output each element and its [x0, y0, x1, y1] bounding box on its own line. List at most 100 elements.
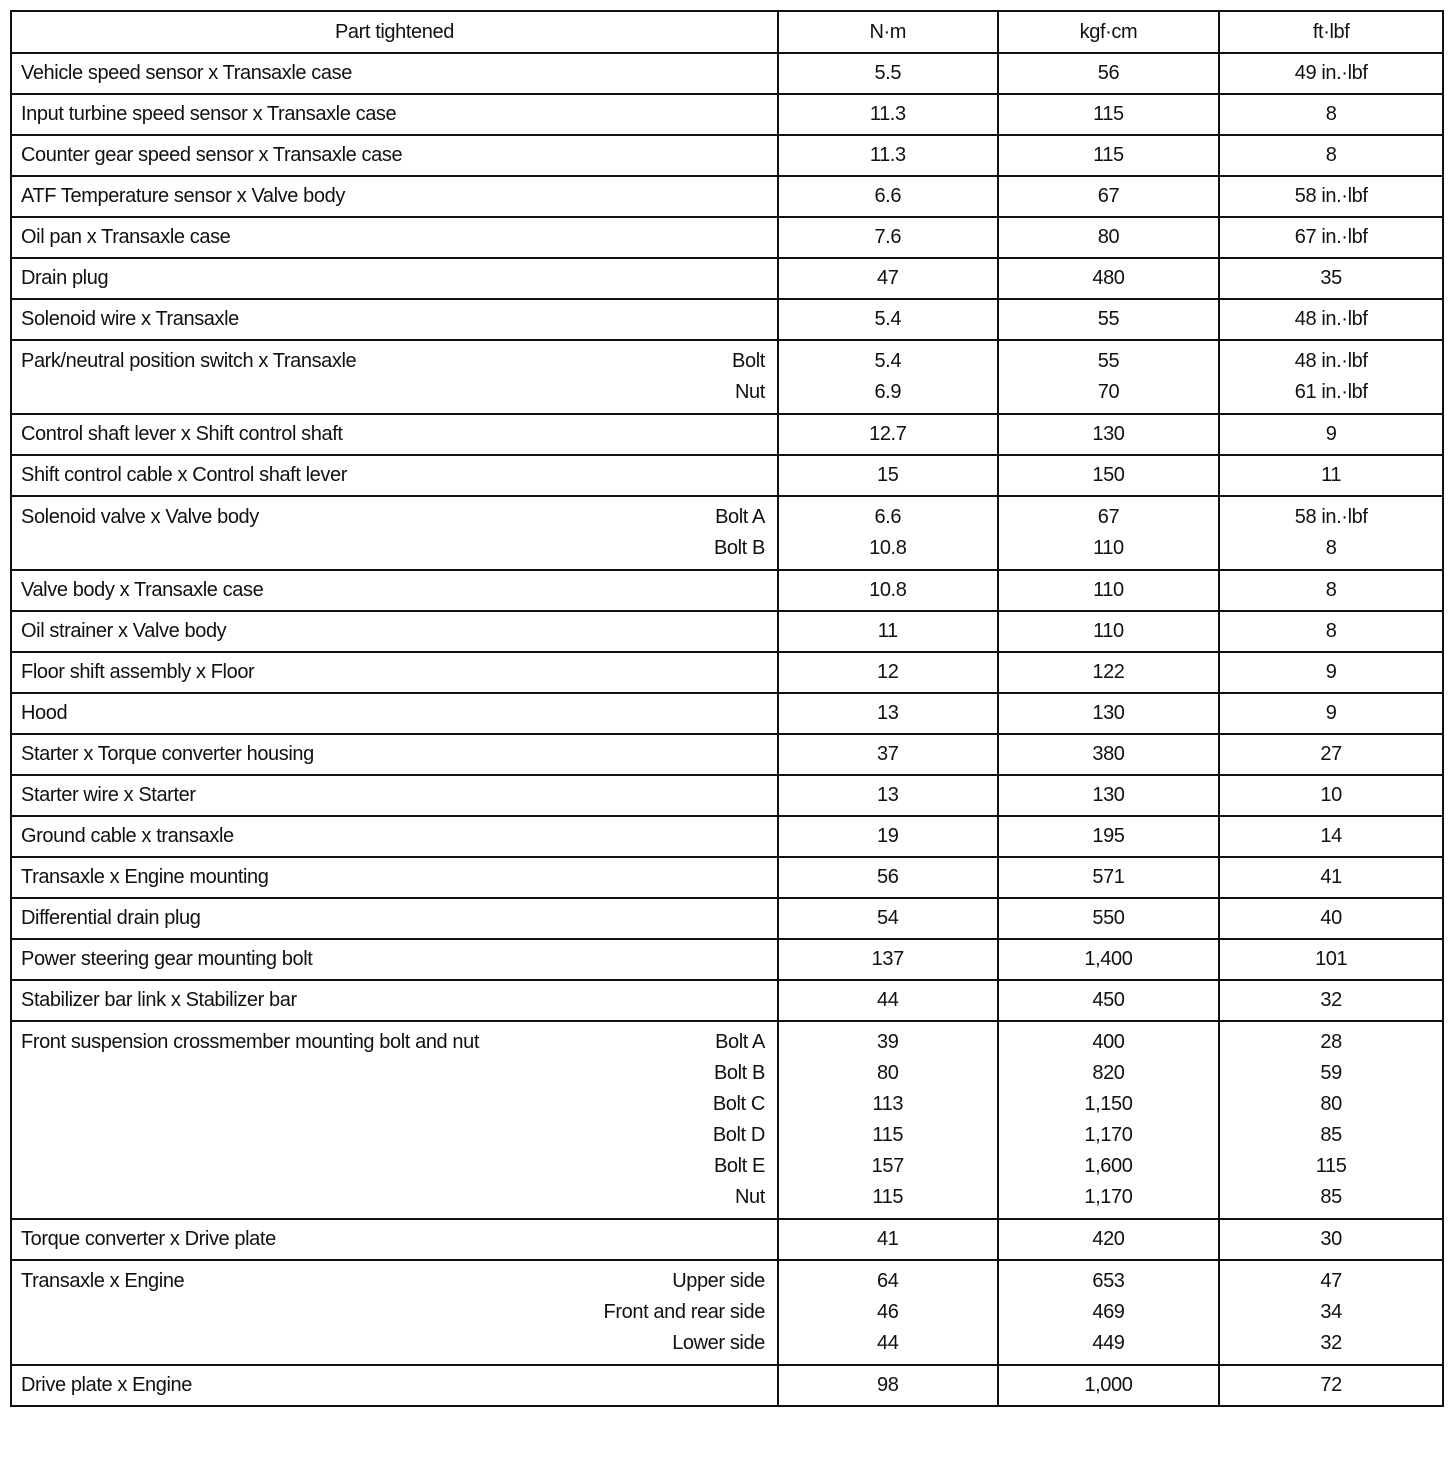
part-cell: Power steering gear mounting bolt	[10, 938, 779, 981]
table-row: Floor shift assembly x Floor 12 122 9	[10, 651, 1444, 694]
nm-cell: 6.6 10.8	[776, 495, 999, 571]
table-row: Hood 13 130 9	[10, 692, 1444, 735]
table-row: Starter x Torque converter housing 37 380 2…	[10, 733, 1444, 776]
nm-value: 7.6	[874, 226, 902, 248]
part-name: Starter x Torque converter housing	[21, 743, 314, 765]
kgf-cell: 195	[996, 815, 1221, 858]
nm-value: 44	[877, 989, 899, 1011]
kgf-value: 1,400	[1084, 948, 1133, 970]
table-row: Vehicle speed sensor x Transaxle case 5.5…	[10, 52, 1444, 95]
kgf-value: 450	[1092, 989, 1125, 1011]
kgf-value: 130	[1092, 423, 1125, 445]
ft-value: 58 in.·lbf	[1294, 185, 1368, 207]
part-cell: Stabilizer bar link x Stabilizer bar	[10, 979, 779, 1022]
ft-value: 11	[1321, 464, 1342, 486]
ft-cell: 58 in.·lbf	[1218, 175, 1444, 218]
ft-value: 8	[1325, 620, 1337, 642]
part-cell: Solenoid wire x Transaxle	[10, 298, 779, 341]
kgf-value: 380	[1092, 743, 1125, 765]
nm-value: 12	[877, 661, 899, 683]
nm-value: 10.8	[869, 537, 907, 559]
nm-cell: 47	[776, 257, 999, 300]
ft-value: 40	[1320, 907, 1342, 929]
kgf-value: 55	[1097, 350, 1120, 372]
nm-value: 6.6	[874, 185, 902, 207]
part-name: Transaxle x Engine	[21, 1270, 185, 1292]
ft-value: 85	[1320, 1124, 1342, 1146]
kgf-cell: 80	[996, 216, 1221, 259]
ft-cell: 8	[1218, 93, 1444, 136]
nm-value: 13	[877, 702, 899, 724]
kgf-value: 1,170	[1084, 1186, 1133, 1208]
table-row: Solenoid wire x Transaxle 5.4 55 48 in.·lbf	[10, 298, 1444, 341]
part-name: Valve body x Transaxle case	[21, 579, 264, 601]
nm-value: 6.6	[874, 506, 902, 528]
part-name: Vehicle speed sensor x Transaxle case	[21, 62, 352, 84]
ft-cell: 48 in.·lbf 61 in.·lbf	[1218, 339, 1444, 415]
ft-cell: 58 in.·lbf 8	[1218, 495, 1444, 571]
header-kgf: kgf·cm	[996, 10, 1221, 54]
part-cell: Shift control cable x Control shaft leve…	[10, 454, 779, 497]
ft-cell: 101	[1218, 938, 1444, 981]
nm-cell: 11.3	[776, 134, 999, 177]
nm-cell: 37	[776, 733, 999, 776]
table-row: Ground cable x transaxle 19 195 14	[10, 815, 1444, 858]
part-cell: Ground cable x transaxle	[10, 815, 779, 858]
ft-value: 58 in.·lbf	[1294, 506, 1368, 528]
kgf-cell: 67 110	[996, 495, 1221, 571]
ft-cell: 48 in.·lbf	[1218, 298, 1444, 341]
kgf-value: 67	[1097, 506, 1120, 528]
kgf-value: 56	[1097, 62, 1120, 84]
ft-value: 10	[1320, 784, 1342, 806]
part-name: Drain plug	[21, 267, 109, 289]
table-row: Oil strainer x Valve body 11 110 8	[10, 610, 1444, 653]
ft-value: 27	[1320, 743, 1342, 765]
part-cell: Drive plate x Engine	[10, 1364, 779, 1407]
nm-value: 12.7	[869, 423, 907, 445]
kgf-cell: 56	[996, 52, 1221, 95]
kgf-value: 130	[1092, 702, 1125, 724]
ft-value: 8	[1325, 579, 1337, 601]
nm-cell: 12.7	[776, 413, 999, 456]
kgf-cell: 122	[996, 651, 1221, 694]
table-row: Control shaft lever x Shift control shaf…	[10, 413, 1444, 456]
nm-cell: 13	[776, 774, 999, 817]
part-cell: Input turbine speed sensor x Transaxle c…	[10, 93, 779, 136]
kgf-cell: 115	[996, 134, 1221, 177]
header-ft: ft·lbf	[1218, 10, 1444, 54]
ft-value: 8	[1325, 537, 1337, 559]
kgf-cell: 130	[996, 774, 1221, 817]
table-row: Front suspension crossmember mounting bo…	[10, 1020, 1444, 1220]
ft-cell: 72	[1218, 1364, 1444, 1407]
part-name: Ground cable x transaxle	[21, 825, 234, 847]
kgf-value: 130	[1092, 784, 1125, 806]
kgf-value: 1,000	[1084, 1374, 1133, 1396]
part-name: Transaxle x Engine mounting	[21, 866, 269, 888]
table-row: Input turbine speed sensor x Transaxle c…	[10, 93, 1444, 136]
sub-part-label: Lower side	[672, 1332, 765, 1354]
nm-cell: 6.6	[776, 175, 999, 218]
table-row: Drain plug 47 480 35	[10, 257, 1444, 300]
sub-part-label: Front and rear side	[603, 1301, 766, 1323]
nm-value: 56	[877, 866, 899, 888]
kgf-value: 550	[1092, 907, 1125, 929]
nm-value: 44	[877, 1332, 899, 1354]
kgf-cell: 380	[996, 733, 1221, 776]
nm-value: 54	[877, 907, 899, 929]
kgf-cell: 130	[996, 413, 1221, 456]
kgf-value: 67	[1097, 185, 1120, 207]
part-cell: Drain plug	[10, 257, 779, 300]
part-cell: Starter wire x Starter	[10, 774, 779, 817]
table-row: Drive plate x Engine 98 1,000 72	[10, 1364, 1444, 1407]
ft-value: 9	[1325, 661, 1337, 683]
sub-part-label: Bolt A	[715, 1031, 765, 1053]
nm-value: 15	[877, 464, 899, 486]
kgf-value: 1,150	[1084, 1093, 1133, 1115]
kgf-cell: 110	[996, 569, 1221, 612]
kgf-value: 653	[1092, 1270, 1125, 1292]
ft-value: 67 in.·lbf	[1294, 226, 1368, 248]
table-row: Torque converter x Drive plate 41 420 30	[10, 1218, 1444, 1261]
nm-cell: 54	[776, 897, 999, 940]
kgf-cell: 115	[996, 93, 1221, 136]
nm-value: 5.4	[874, 308, 902, 330]
